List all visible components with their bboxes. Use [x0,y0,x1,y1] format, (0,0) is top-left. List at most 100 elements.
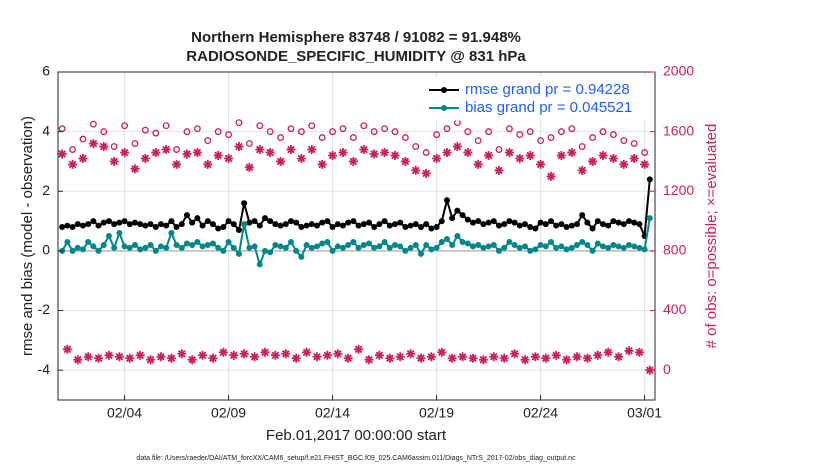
data-point [313,243,320,250]
possible-marker [245,140,253,148]
evaluated-marker [234,142,244,152]
data-point [433,244,440,251]
data-point [319,219,326,226]
possible-marker [568,125,576,133]
evaluated-marker [224,153,234,163]
data-point [527,224,534,231]
y-tick-label: 6 [42,63,50,79]
data-point [360,221,367,228]
possible-marker [121,122,129,130]
evaluated-marker [172,159,182,169]
possible-marker [516,131,524,139]
footnote: data file: /Users/raeder/DAI/ATM_forcXX/… [136,455,576,462]
data-point [355,222,362,229]
evaluated-marker [187,355,197,365]
possible-marker [225,131,233,139]
data-point [85,238,92,245]
data-point [121,243,128,250]
data-point [345,219,352,226]
data-point [246,244,253,251]
data-point [631,219,638,226]
data-point [116,230,123,237]
data-point [173,224,180,231]
evaluated-marker [68,159,78,169]
evaluated-marker [338,148,348,158]
possible-marker [620,137,628,145]
possible-marker [360,122,368,130]
evaluated-marker [484,150,494,160]
evaluated-marker [130,164,140,174]
data-point [121,218,128,225]
data-point [204,218,211,225]
evaluated-marker [192,148,202,158]
evaluated-marker [250,352,260,362]
chart-title: Northern Hemisphere 83748 / 91082 = 91.9… [191,29,521,46]
possible-marker [485,128,493,136]
data-point [625,218,632,225]
y-tick-label: 4 [42,122,50,138]
evaluated-marker [125,353,135,363]
evaluated-marker [624,346,634,356]
evaluated-marker [83,352,93,362]
data-point [371,224,378,231]
data-point [194,238,201,245]
data-point [376,243,383,250]
data-point [412,221,419,228]
possible-marker [162,122,170,130]
data-point [469,219,476,226]
data-point [579,212,586,219]
y-tick-label: -2 [38,301,51,317]
evaluated-marker [619,159,629,169]
data-point [287,238,294,245]
data-point [365,240,372,247]
possible-marker [256,122,264,130]
data-point [163,244,170,251]
data-point [579,238,586,245]
data-point [423,221,430,228]
possible-marker [391,128,399,136]
evaluated-marker [151,148,161,158]
y2-tick-label: 1600 [663,122,694,138]
data-point [454,207,461,214]
evaluated-marker [317,159,327,169]
data-point [79,246,86,253]
data-point [220,247,227,254]
data-point [90,218,97,225]
possible-marker [89,120,97,128]
data-point [287,218,294,225]
possible-marker [110,143,118,150]
evaluated-marker [291,353,301,363]
data-point [625,241,632,248]
possible-marker [433,131,441,139]
data-point [339,222,346,229]
evaluated-marker [494,165,504,175]
data-point [251,218,258,225]
evaluated-marker [302,347,312,357]
data-point [319,240,326,247]
data-point [412,241,419,248]
data-point [584,219,591,226]
data-point [261,247,268,254]
data-point [464,240,471,247]
evaluated-marker [458,352,468,362]
evaluated-marker [614,352,624,362]
data-point [126,221,133,228]
data-point [345,241,352,248]
possible-marker [630,140,638,148]
data-point [620,221,627,228]
data-point [480,244,487,251]
data-point [594,218,601,225]
data-point [313,222,320,229]
data-point [547,238,554,245]
possible-marker [464,128,472,136]
data-point [485,219,492,226]
possible-marker [381,125,389,133]
data-point [105,233,112,239]
possible-marker [79,135,87,143]
data-point [391,221,398,228]
data-point [454,233,461,239]
evaluated-marker [354,344,364,354]
evaluated-marker [593,350,603,360]
data-point [267,249,274,256]
data-point [137,246,144,253]
